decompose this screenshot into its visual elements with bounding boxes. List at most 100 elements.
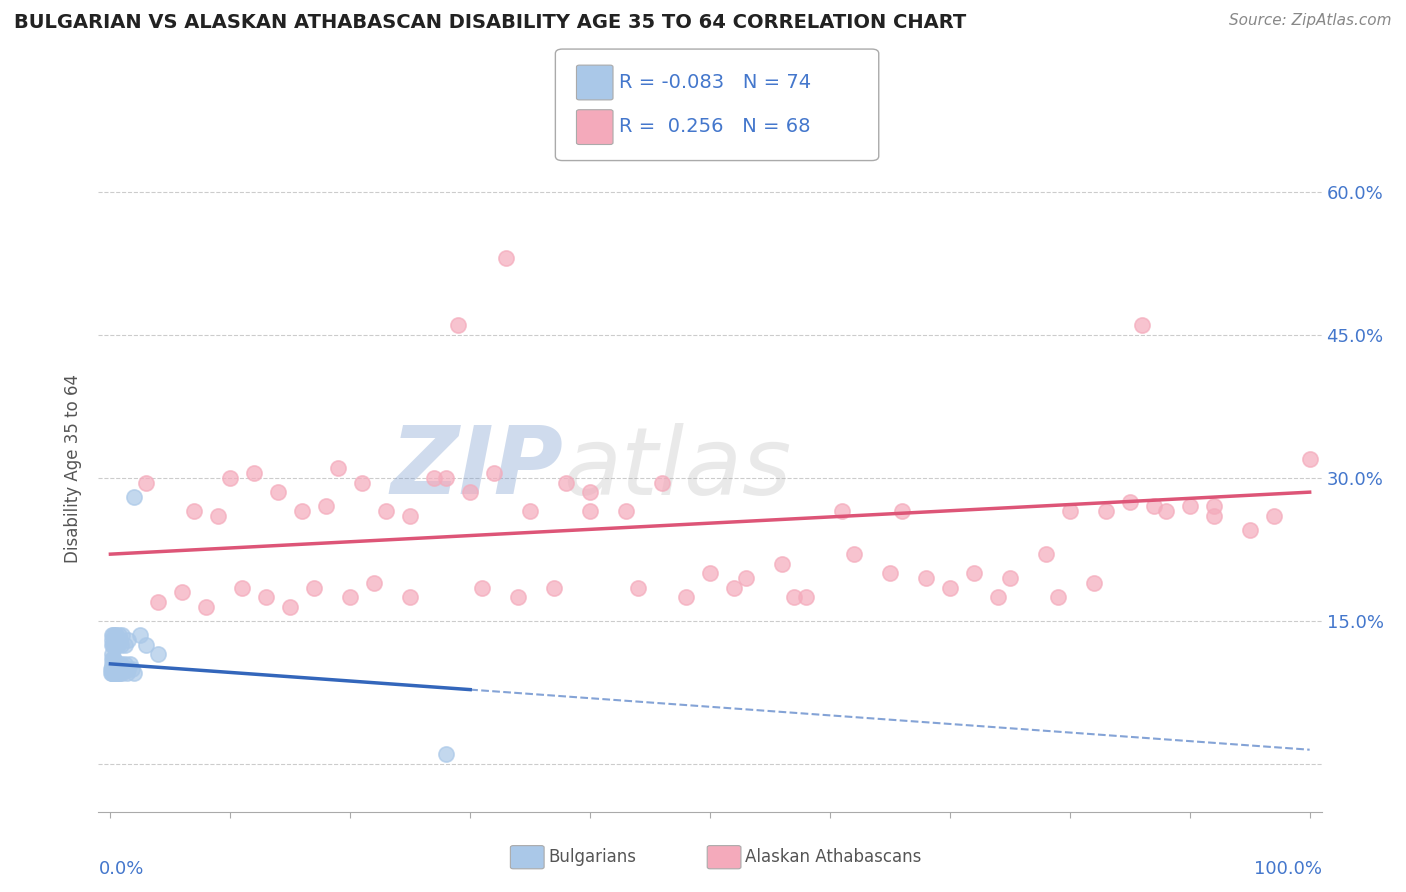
Point — [100, 628, 122, 642]
Point — [104, 662, 127, 676]
Point — [103, 666, 125, 681]
Point — [1130, 318, 1153, 333]
Point — [794, 590, 817, 604]
Point — [627, 581, 650, 595]
Point — [447, 318, 470, 333]
Point — [117, 662, 139, 676]
Point — [104, 662, 127, 676]
Point — [103, 633, 125, 648]
Point — [105, 666, 128, 681]
Point — [482, 466, 505, 480]
Text: ZIP: ZIP — [391, 422, 564, 515]
Point — [315, 500, 337, 514]
Point — [998, 571, 1021, 585]
Point — [107, 638, 129, 652]
Point — [254, 590, 277, 604]
Point — [103, 652, 125, 666]
Point — [101, 662, 124, 676]
Point — [1143, 500, 1166, 514]
Point — [434, 747, 457, 762]
Point — [129, 628, 152, 642]
Point — [101, 652, 124, 666]
Point — [339, 590, 361, 604]
Point — [110, 657, 132, 671]
Point — [879, 566, 901, 581]
Point — [148, 648, 170, 662]
Point — [770, 557, 793, 571]
Point — [101, 638, 124, 652]
Point — [107, 662, 129, 676]
Text: Alaskan Athabascans: Alaskan Athabascans — [745, 848, 921, 866]
Text: 0.0%: 0.0% — [98, 860, 143, 878]
Point — [101, 657, 124, 671]
Point — [915, 571, 938, 585]
Text: R =  0.256   N = 68: R = 0.256 N = 68 — [619, 117, 810, 136]
Point — [495, 252, 517, 266]
Point — [219, 471, 242, 485]
Point — [267, 485, 290, 500]
Point — [103, 657, 125, 671]
Point — [112, 662, 135, 676]
Point — [108, 657, 131, 671]
Point — [723, 581, 745, 595]
Point — [352, 475, 374, 490]
Point — [117, 633, 139, 648]
Point — [1119, 494, 1142, 508]
Point — [304, 581, 326, 595]
Point — [104, 633, 127, 648]
Point — [114, 657, 136, 671]
Point — [101, 628, 124, 642]
Point — [105, 662, 128, 676]
Point — [104, 628, 127, 642]
Point — [434, 471, 457, 485]
Point — [148, 595, 170, 609]
Text: BULGARIAN VS ALASKAN ATHABASCAN DISABILITY AGE 35 TO 64 CORRELATION CHART: BULGARIAN VS ALASKAN ATHABASCAN DISABILI… — [14, 13, 966, 32]
Point — [110, 638, 132, 652]
Point — [328, 461, 350, 475]
Point — [399, 590, 422, 604]
Point — [100, 666, 122, 681]
Point — [579, 485, 602, 500]
Point — [101, 666, 124, 681]
Point — [115, 666, 138, 681]
Text: R = -0.083   N = 74: R = -0.083 N = 74 — [619, 72, 811, 92]
Point — [699, 566, 721, 581]
Point — [108, 662, 131, 676]
Point — [107, 666, 129, 681]
Point — [1202, 500, 1225, 514]
Point — [101, 662, 124, 676]
Point — [101, 662, 124, 676]
Point — [675, 590, 697, 604]
Text: 100.0%: 100.0% — [1254, 860, 1322, 878]
Point — [831, 504, 853, 518]
Point — [842, 547, 865, 561]
Point — [108, 662, 131, 676]
Point — [1202, 508, 1225, 523]
Point — [1059, 504, 1081, 518]
Point — [108, 628, 131, 642]
Point — [115, 662, 138, 676]
Point — [105, 628, 128, 642]
Point — [135, 638, 157, 652]
Point — [108, 666, 131, 681]
Point — [100, 648, 122, 662]
Point — [101, 657, 124, 671]
Point — [963, 566, 986, 581]
Point — [108, 666, 131, 681]
Point — [101, 662, 124, 676]
Point — [1263, 508, 1285, 523]
Point — [135, 475, 157, 490]
Point — [104, 666, 127, 681]
Point — [555, 475, 578, 490]
Point — [735, 571, 758, 585]
Point — [363, 575, 385, 590]
Point — [543, 581, 565, 595]
Y-axis label: Disability Age 35 to 64: Disability Age 35 to 64 — [65, 374, 83, 563]
Point — [105, 657, 128, 671]
Point — [183, 504, 205, 518]
Point — [100, 666, 122, 681]
Point — [101, 652, 124, 666]
Point — [243, 466, 266, 480]
Point — [291, 504, 314, 518]
Point — [124, 666, 146, 681]
